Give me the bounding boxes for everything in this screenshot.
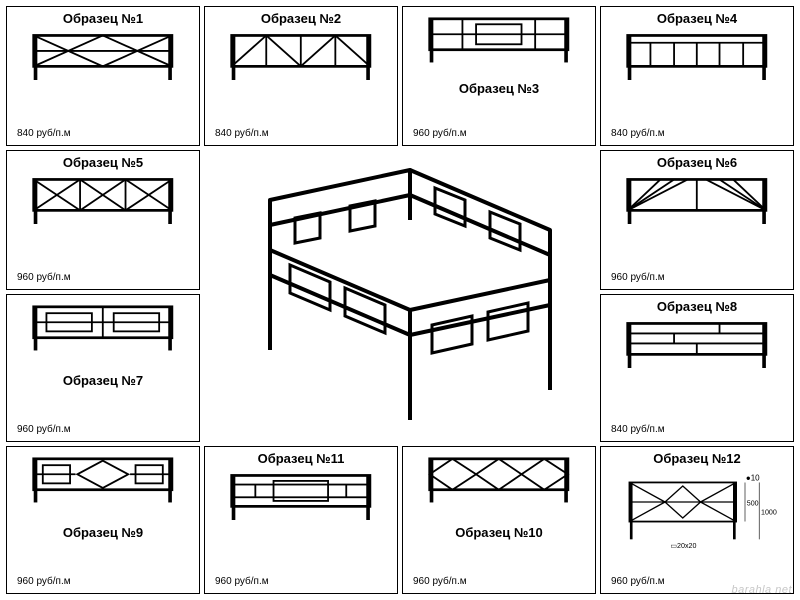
sample-price: 960 руб/п.м xyxy=(17,272,71,283)
sample-title: Образец №6 xyxy=(605,155,789,170)
sample-title: Образец №12 xyxy=(605,451,789,466)
fence-diagram-1 xyxy=(20,30,186,80)
fence-diagram-12: ●10 500 1000 ▭20x20 xyxy=(605,470,789,550)
fence-diagram-3 xyxy=(416,17,582,67)
sample-price: 840 руб/п.м xyxy=(17,128,71,139)
fence-diagram-4 xyxy=(614,30,780,80)
sample-card-12: Образец №12 ●10 500 1000 ▭20x20 960 руб/… xyxy=(600,446,794,594)
sample-price: 960 руб/п.м xyxy=(17,424,71,435)
dim-label: 1000 xyxy=(761,508,777,516)
sample-card-6: Образец №6 960 руб/п.м xyxy=(600,150,794,290)
sample-price: 960 руб/п.м xyxy=(611,576,665,587)
sample-card-9: Образец №9 960 руб/п.м xyxy=(6,446,200,594)
sample-price: 960 руб/п.м xyxy=(611,272,665,283)
center-3d-fence xyxy=(210,160,590,440)
fence-diagram-8 xyxy=(614,318,780,368)
sample-title: Образец №2 xyxy=(209,11,393,26)
watermark: barahla net xyxy=(731,584,792,596)
sample-title: Образец №4 xyxy=(605,11,789,26)
sample-card-7: Образец №7 960 руб/п.м xyxy=(6,294,200,442)
sample-title: Образец №5 xyxy=(11,155,195,170)
sample-card-2: Образец №2 840 руб/п.м xyxy=(204,6,398,146)
sample-card-8: Образец №8 840 руб/п.м xyxy=(600,294,794,442)
fence-diagram-2 xyxy=(218,30,384,80)
sample-card-11: Образец №11 960 руб/п.м xyxy=(204,446,398,594)
sample-title: Образец №10 xyxy=(407,525,591,540)
sample-price: 840 руб/п.м xyxy=(215,128,269,139)
sample-title: Образец №3 xyxy=(407,81,591,96)
dim-label: ▭20x20 xyxy=(670,542,696,550)
sample-title: Образец №9 xyxy=(11,525,195,540)
sample-title: Образец №8 xyxy=(605,299,789,314)
sample-card-1: Образец №1 840 руб/п.м xyxy=(6,6,200,146)
dim-label: ●10 xyxy=(746,474,760,483)
sample-card-4: Образец №4 840 руб/п.м xyxy=(600,6,794,146)
sample-price: 960 руб/п.м xyxy=(413,576,467,587)
fence-diagram-5 xyxy=(20,174,186,224)
sample-title: Образец №1 xyxy=(11,11,195,26)
sample-price: 960 руб/п.м xyxy=(215,576,269,587)
fence-diagram-6 xyxy=(614,174,780,224)
sample-card-3: Образец №3 960 руб/п.м xyxy=(402,6,596,146)
fence-diagram-11 xyxy=(218,470,384,520)
sample-price: 960 руб/п.м xyxy=(17,576,71,587)
sample-price: 960 руб/п.м xyxy=(413,128,467,139)
dim-label: 500 xyxy=(747,500,759,508)
sample-price: 840 руб/п.м xyxy=(611,424,665,435)
sample-title: Образец №7 xyxy=(11,373,195,388)
sample-price: 840 руб/п.м xyxy=(611,128,665,139)
sample-card-10: Образец №10 960 руб/п.м xyxy=(402,446,596,594)
fence-diagram-7 xyxy=(20,305,186,355)
fence-diagram-10 xyxy=(416,457,582,507)
sample-title: Образец №11 xyxy=(209,451,393,466)
fence-diagram-9 xyxy=(20,457,186,507)
sample-card-5: Образец №5 960 руб/п.м xyxy=(6,150,200,290)
